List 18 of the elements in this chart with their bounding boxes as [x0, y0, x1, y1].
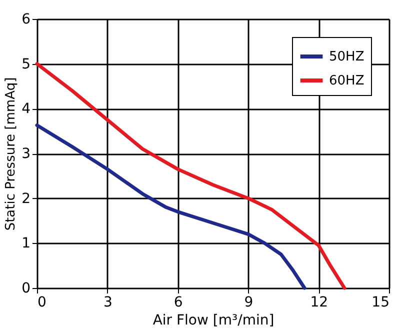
y-tick-label: 6: [22, 12, 31, 28]
x-tick-label: 3: [103, 294, 112, 310]
y-tick-label: 4: [22, 101, 31, 118]
line-series: [35, 124, 306, 290]
y-tick-label: 1: [22, 236, 30, 252]
legend-label: 60HZ: [329, 74, 364, 88]
x-axis-title: Air Flow [m³/min]: [152, 312, 274, 328]
x-tick-label: 12: [310, 294, 328, 310]
x-tick-label: 9: [244, 294, 254, 310]
y-tick-label: 3: [22, 146, 30, 162]
x-tick-label: 0: [38, 294, 46, 310]
legend-label: 50HZ: [329, 50, 364, 64]
y-tick-label: 2: [22, 190, 30, 207]
y-tick-label: 5: [22, 56, 30, 72]
x-tick-label: 15: [372, 294, 390, 310]
y-axis-title: Static Pressure [mmAq]: [4, 77, 19, 231]
y-tick-label: 0: [22, 280, 30, 296]
x-tick-label: 6: [174, 294, 183, 310]
